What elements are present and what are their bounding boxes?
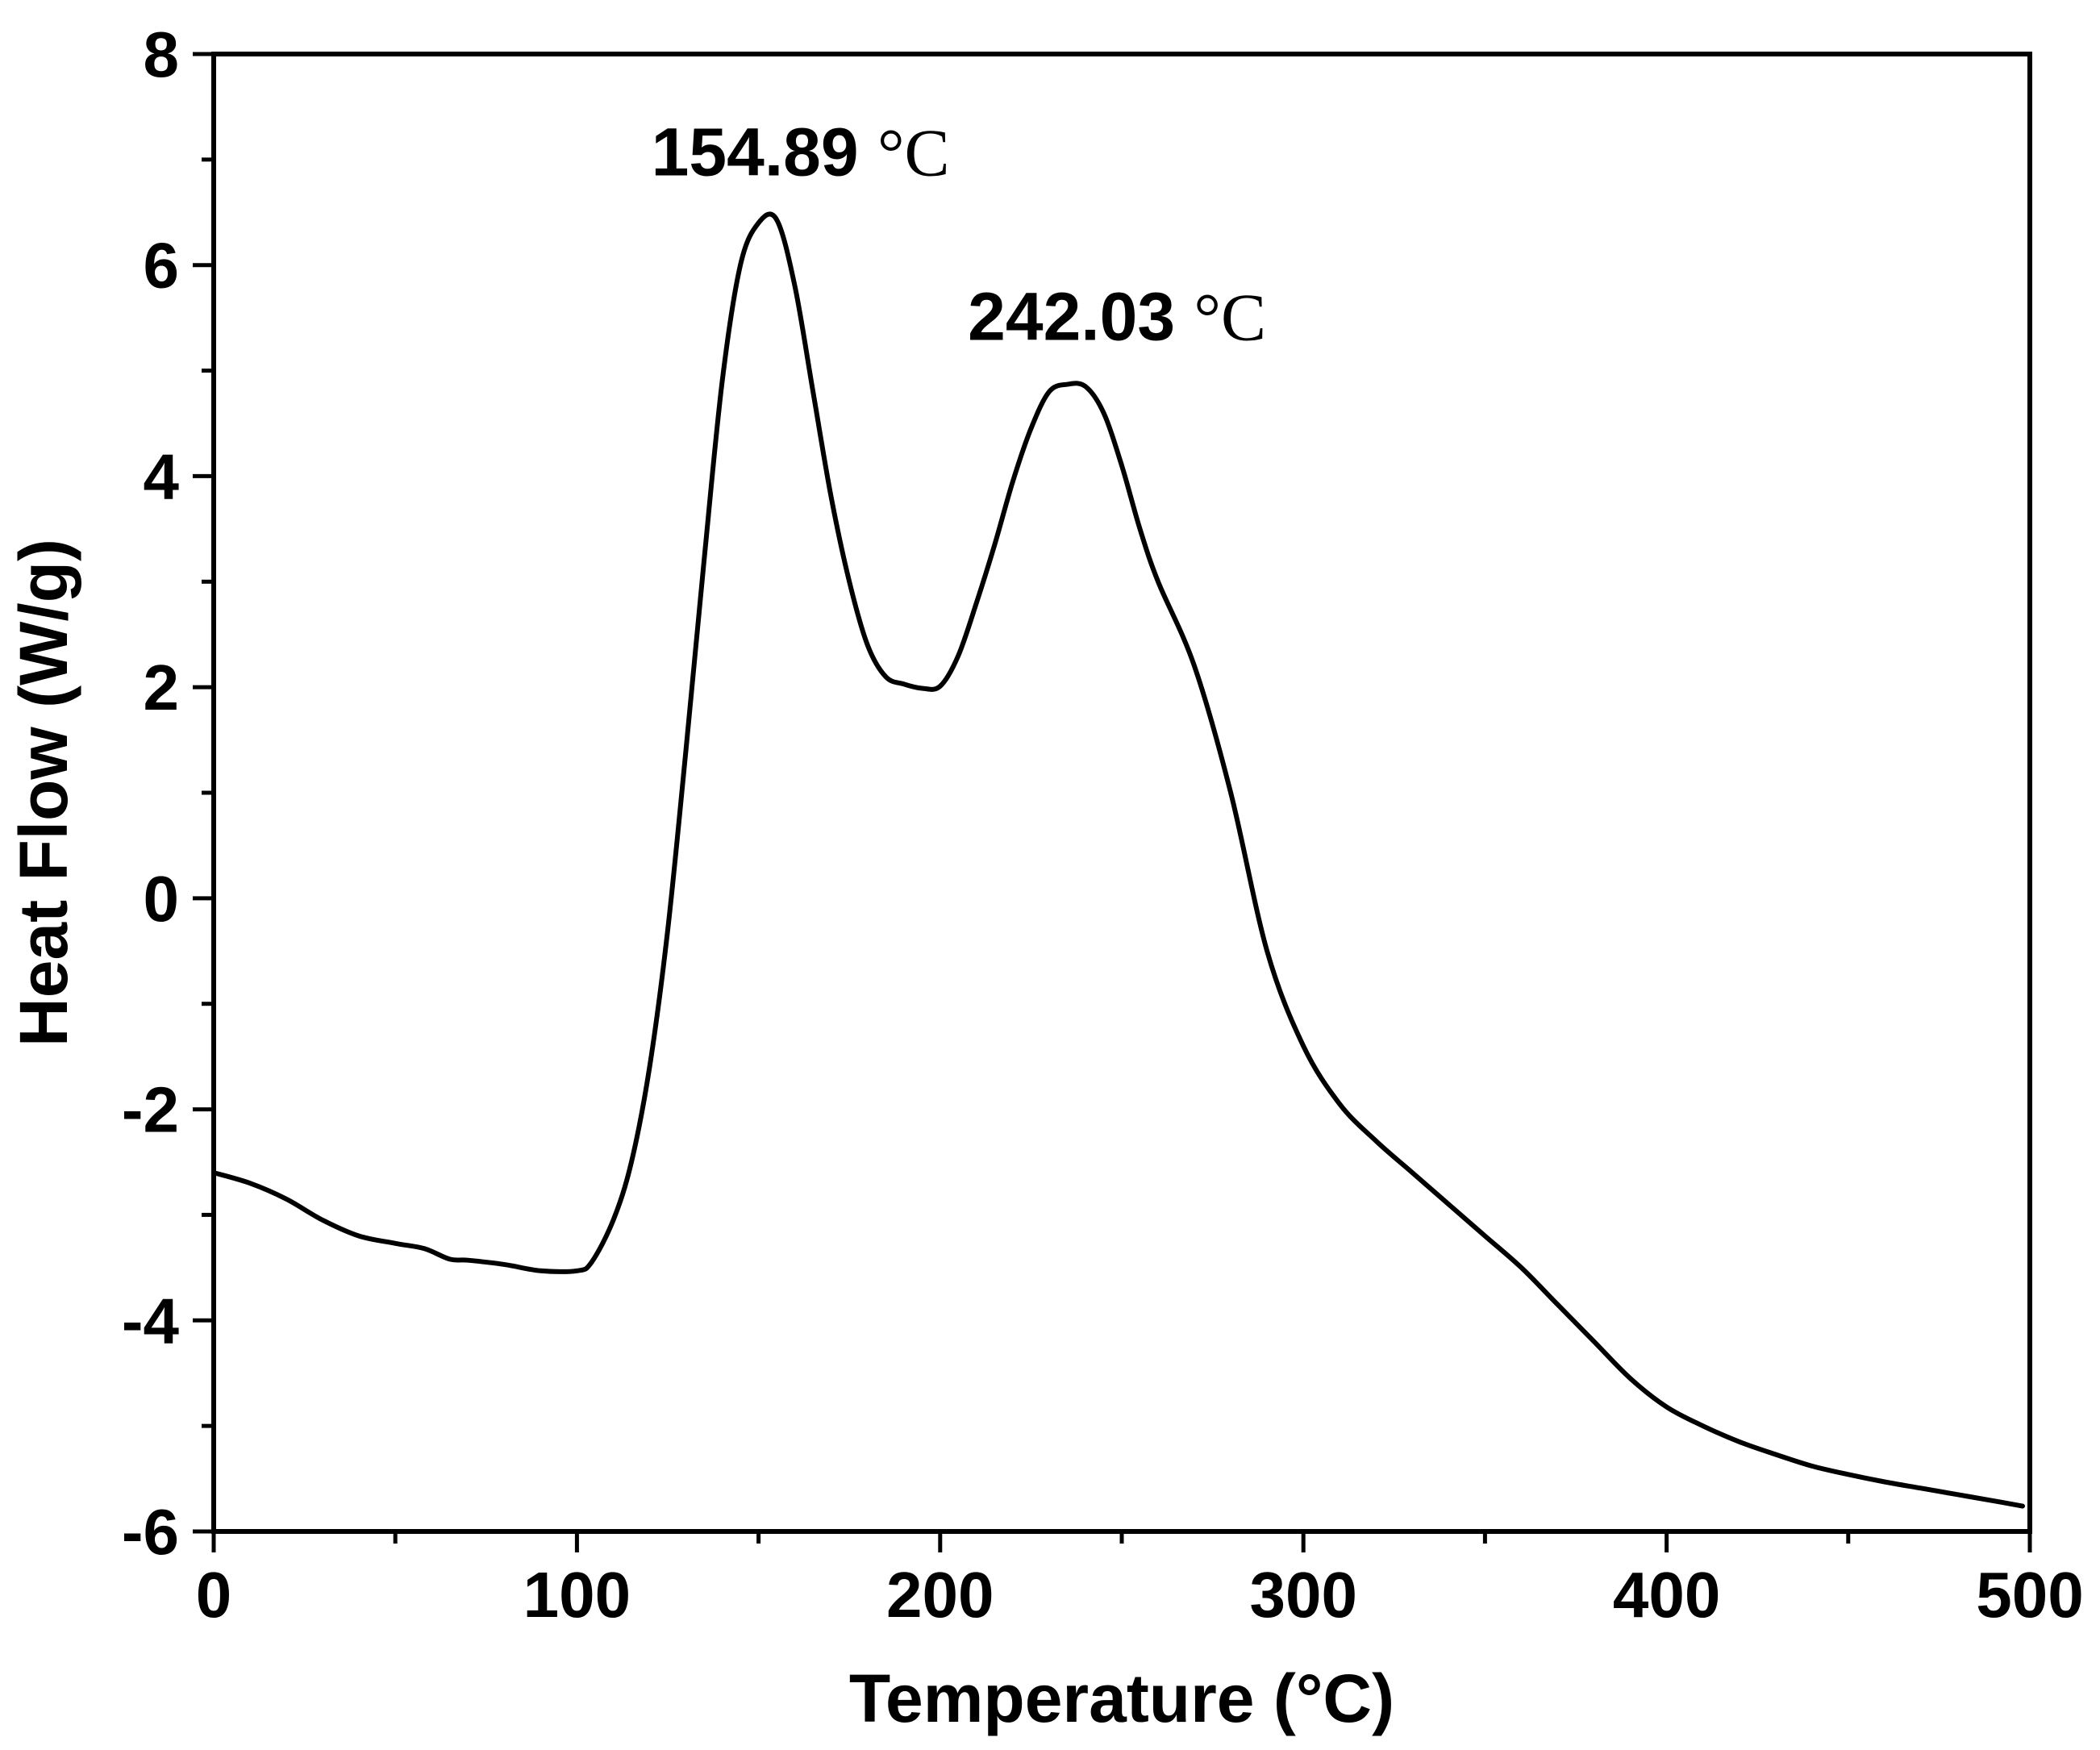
y-tick-label: 2 [144,652,180,723]
x-tick-label: 300 [1249,1559,1356,1631]
y-axis-ticks [193,52,214,1534]
x-tick-label: 200 [886,1559,994,1631]
y-tick-label: 6 [144,230,180,302]
peak-annotation-2: 242.03 °C [968,279,1266,356]
plot-frame [211,52,2032,1534]
y-tick-label: 4 [144,440,180,512]
y-tick-label: -2 [122,1074,179,1146]
x-tick-label: 100 [523,1559,631,1631]
y-tick-label: -6 [122,1496,179,1568]
y-tick-label: 8 [144,19,180,90]
peak-annotations: 154.89 °C 242.03 °C [652,114,1266,355]
y-tick-label: 0 [144,863,180,935]
y-axis-title: Heat Flow (W/g) [6,539,81,1047]
x-tick-label: 0 [196,1559,232,1631]
x-axis-title: Temperature (°C) [849,1660,1394,1736]
x-tick-label: 500 [1976,1559,2083,1631]
x-axis-tick-labels: 0 100 200 300 400 500 [196,1559,2084,1631]
heat-flow-curve [211,211,2025,1509]
y-axis-tick-labels: -6 -4 -2 0 2 4 6 8 [122,19,180,1568]
peak-annotation-1: 154.89 °C [652,114,950,190]
x-axis-ticks [211,1531,2032,1552]
x-tick-label: 400 [1613,1559,1720,1631]
y-tick-label: -4 [122,1285,180,1356]
